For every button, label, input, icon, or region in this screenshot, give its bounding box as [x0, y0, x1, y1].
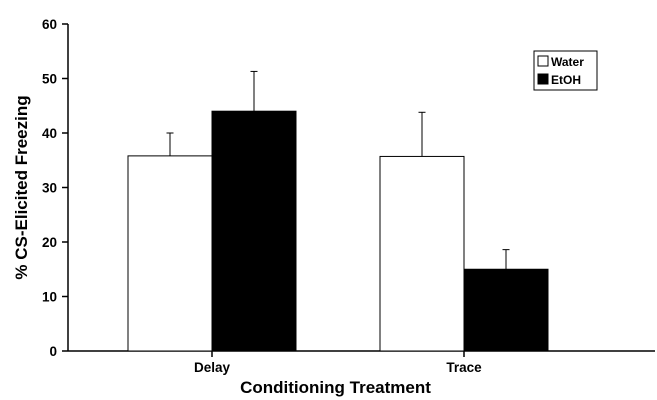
y-tick-label: 0: [49, 344, 57, 359]
y-tick-label: 10: [42, 290, 57, 305]
legend: Water EtOH: [533, 50, 598, 91]
y-tick-label: 20: [42, 235, 57, 250]
y-ticks: 0 10 20 30 40 50 60: [42, 17, 68, 359]
y-tick-label: 60: [42, 17, 57, 32]
x-axis-title: Conditioning Treatment: [240, 378, 431, 397]
y-tick-label: 40: [42, 126, 57, 141]
bar: [127, 155, 213, 352]
bar: [379, 155, 465, 352]
y-tick-label: 30: [42, 181, 57, 196]
bar: [211, 110, 297, 352]
legend-swatch: [537, 73, 549, 85]
legend-swatch: [537, 55, 549, 67]
y-axis-title: % CS-Elicited Freezing: [12, 95, 31, 279]
x-tick-label: Trace: [446, 360, 482, 375]
x-tick-label: Delay: [194, 360, 231, 375]
x-ticks: Delay Trace: [194, 351, 482, 375]
y-tick-label: 50: [42, 72, 57, 87]
bar: [463, 268, 549, 352]
legend-label: Water: [551, 55, 584, 69]
error-bars: [166, 70, 510, 270]
bars: [127, 110, 549, 352]
legend-label: EtOH: [551, 73, 581, 87]
